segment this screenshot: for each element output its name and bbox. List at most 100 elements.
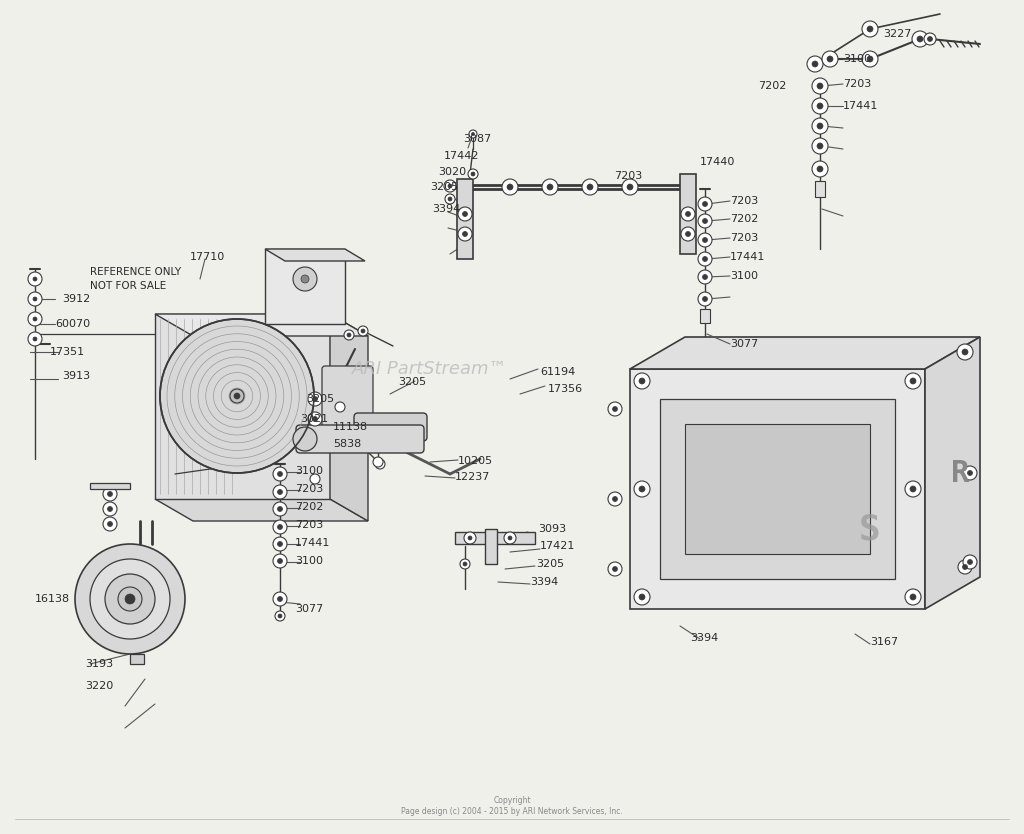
Text: NOT FOR SALE: NOT FOR SALE [90, 281, 166, 291]
Text: 7203: 7203 [730, 196, 758, 206]
Circle shape [634, 589, 650, 605]
Circle shape [962, 349, 968, 355]
Circle shape [278, 596, 283, 601]
Circle shape [312, 416, 317, 421]
FancyBboxPatch shape [685, 424, 870, 554]
Circle shape [464, 532, 476, 544]
Circle shape [905, 481, 921, 497]
Text: 5838: 5838 [333, 439, 361, 449]
Circle shape [702, 202, 708, 207]
Circle shape [698, 252, 712, 266]
Text: 3205: 3205 [398, 377, 426, 387]
Text: 3077: 3077 [730, 339, 758, 349]
Circle shape [812, 78, 828, 94]
Text: REFERENCE ONLY: REFERENCE ONLY [90, 267, 181, 277]
Circle shape [502, 179, 518, 195]
Circle shape [963, 565, 968, 570]
FancyBboxPatch shape [700, 309, 710, 323]
Text: 60070: 60070 [55, 319, 90, 329]
Text: 7202: 7202 [295, 502, 324, 512]
Circle shape [822, 51, 838, 67]
Text: 3205: 3205 [430, 182, 458, 192]
Circle shape [862, 51, 878, 67]
Circle shape [449, 197, 452, 201]
Circle shape [273, 485, 287, 499]
Text: 3093: 3093 [538, 524, 566, 534]
Circle shape [905, 373, 921, 389]
FancyBboxPatch shape [660, 399, 895, 579]
Circle shape [28, 292, 42, 306]
Circle shape [698, 233, 712, 247]
Circle shape [308, 392, 322, 406]
Text: 3913: 3913 [62, 371, 90, 381]
Text: 3100: 3100 [295, 556, 323, 566]
Circle shape [160, 319, 314, 473]
Text: 61194: 61194 [540, 367, 575, 377]
Circle shape [125, 594, 135, 604]
Text: 3205: 3205 [306, 394, 334, 404]
Circle shape [293, 427, 317, 451]
Circle shape [28, 332, 42, 346]
FancyBboxPatch shape [90, 483, 130, 489]
Text: 3100: 3100 [730, 271, 758, 281]
Circle shape [582, 179, 598, 195]
Circle shape [361, 329, 365, 333]
Circle shape [681, 207, 695, 221]
Circle shape [273, 592, 287, 606]
Circle shape [698, 214, 712, 228]
Circle shape [301, 275, 309, 283]
Circle shape [622, 179, 638, 195]
Circle shape [685, 212, 690, 217]
Circle shape [681, 227, 695, 241]
Circle shape [118, 587, 142, 611]
Circle shape [375, 459, 385, 469]
Circle shape [910, 594, 916, 600]
Circle shape [458, 227, 472, 241]
FancyBboxPatch shape [265, 249, 345, 324]
Circle shape [310, 474, 319, 484]
Polygon shape [155, 314, 330, 499]
Circle shape [608, 492, 622, 506]
Text: Copyright
Page design (c) 2004 - 2015 by ARI Network Services, Inc.: Copyright Page design (c) 2004 - 2015 by… [401, 796, 623, 816]
Circle shape [542, 179, 558, 195]
Circle shape [335, 402, 345, 412]
Circle shape [278, 490, 283, 495]
Circle shape [817, 103, 823, 109]
Text: 12237: 12237 [455, 472, 490, 482]
Circle shape [685, 232, 690, 237]
FancyBboxPatch shape [296, 425, 424, 453]
Text: 10205: 10205 [458, 456, 494, 466]
Circle shape [460, 559, 470, 569]
Text: 7202: 7202 [730, 214, 759, 224]
Circle shape [968, 560, 973, 565]
Circle shape [812, 98, 828, 114]
Circle shape [234, 393, 240, 399]
Circle shape [702, 238, 708, 243]
Text: 7203: 7203 [295, 520, 324, 530]
Polygon shape [630, 369, 925, 609]
Circle shape [293, 267, 317, 291]
Polygon shape [925, 337, 980, 609]
Circle shape [702, 219, 708, 224]
Circle shape [312, 396, 317, 401]
Circle shape [278, 614, 282, 618]
Circle shape [278, 541, 283, 546]
Circle shape [817, 143, 823, 149]
Circle shape [278, 559, 283, 564]
Circle shape [910, 486, 916, 492]
Circle shape [867, 26, 873, 32]
Circle shape [33, 297, 37, 301]
Circle shape [504, 532, 516, 544]
Circle shape [108, 506, 113, 511]
Circle shape [867, 56, 873, 62]
Circle shape [639, 594, 645, 600]
Circle shape [373, 457, 383, 467]
Circle shape [278, 506, 283, 511]
Text: 3220: 3220 [85, 681, 114, 691]
Circle shape [812, 138, 828, 154]
Circle shape [471, 133, 474, 135]
Circle shape [308, 412, 322, 426]
Circle shape [463, 212, 468, 217]
Circle shape [33, 317, 37, 321]
Circle shape [612, 496, 617, 501]
